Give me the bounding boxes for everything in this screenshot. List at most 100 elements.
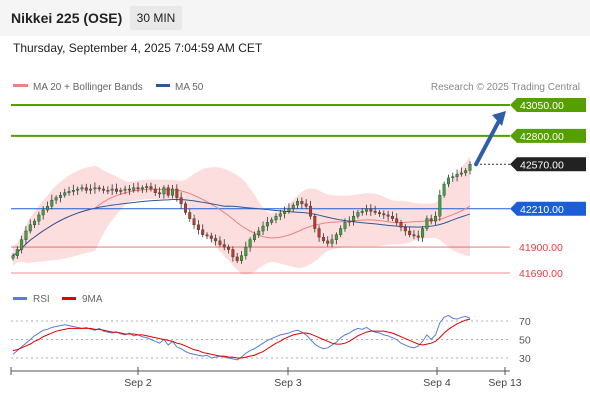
candle [140,185,144,193]
rsi-legend-swatch [13,297,27,300]
candle [395,213,399,226]
candle [403,224,407,236]
candle [179,192,183,209]
candle [455,169,459,182]
candle [416,230,420,242]
candle [434,211,437,226]
level-tags: 43050.00 42800.00 42570.00 42210.00 41900.00… [510,98,586,280]
candle [227,244,231,254]
x-tick-label: Sep 13 [488,377,521,389]
candle [175,184,179,202]
svg-text:42570.00: 42570.00 [520,159,564,171]
candle [347,216,351,227]
svg-text:41900.00: 41900.00 [519,242,563,254]
candle [231,246,235,262]
ma50-legend-label: MA 50 [175,82,204,93]
candle [326,236,330,247]
timeframe-button[interactable]: 30 MIN [130,6,182,30]
candle [421,226,425,242]
candle [429,214,433,225]
x-tick-label: Sep 4 [423,377,451,389]
candle [334,232,338,245]
price-levels [11,104,510,274]
candle [386,210,390,221]
candle [188,209,192,222]
candle [296,198,300,210]
candle [218,236,222,248]
candle [136,182,140,193]
candle [24,226,28,245]
ma50-legend-swatch [156,84,170,87]
candle [464,168,468,177]
candle [252,231,256,243]
rsi-ma-legend-label: 9MA [82,294,103,305]
x-axis: Sep 2 Sep 3 Sep 4 Sep 13 [10,367,522,389]
rsi-legend-label: RSI [33,294,50,305]
svg-text:42800.00: 42800.00 [520,131,564,143]
rsi-level-label: 50 [519,335,531,347]
header-bar: Nikkei 225 (OSE) 30 MIN [0,0,590,36]
candle [425,215,429,231]
candle [192,214,196,229]
candle [382,210,386,219]
bollinger-legend-swatch [13,84,28,87]
candle [304,199,308,209]
candle [291,202,295,212]
candle [257,227,261,238]
candle [76,186,80,195]
level-tag-5: 41690.00 [519,268,563,280]
x-tick-label: Sep 2 [124,377,152,389]
candle [446,174,450,188]
svg-text:41690.00: 41690.00 [519,268,563,280]
candle [300,197,304,209]
candle [153,184,157,196]
candle [93,182,97,194]
ma50-line [12,198,471,257]
svg-text:42210.00: 42210.00 [520,204,564,216]
candle [468,161,472,175]
candle [330,234,334,248]
candle [399,219,403,232]
candle [201,224,205,238]
candle [373,205,377,215]
candle [158,187,162,198]
candle [46,201,49,213]
candle [360,208,364,216]
moving-averages [12,188,471,257]
rsi-ma-legend-swatch [62,297,76,300]
level-tag-0: 43050.00 [510,98,586,112]
candle [283,206,287,219]
instrument-title: Nikkei 225 (OSE) [11,10,123,26]
candle [265,216,269,231]
bollinger-band-area [13,155,470,275]
candle [114,183,118,194]
candle [54,195,58,205]
candle [145,183,149,193]
candle [274,212,278,224]
candle [313,213,317,233]
candle [343,218,347,232]
candle [390,211,394,222]
candle [352,210,356,226]
level-tag-3: 42210.00 [510,201,586,216]
candle [37,211,41,226]
candle [339,225,343,238]
svg-text:43050.00: 43050.00 [520,100,564,112]
rsi-ma-line [12,318,471,359]
rsi-panel: 70 50 30 [11,314,531,365]
candle [235,252,239,264]
rsi-level-label: 30 [519,353,531,365]
datetime-label: Thursday, September 4, 2025 7:04:59 AM C… [13,41,263,55]
rsi-level-label: 70 [519,316,531,328]
candle [365,204,369,216]
candle [20,235,24,254]
candle [214,234,218,246]
bollinger-bands [13,155,470,275]
candle [287,203,291,214]
candle [183,201,187,215]
candle [244,241,248,260]
candle [270,217,274,225]
candle [28,219,32,234]
bollinger-legend-label: MA 20 + Bollinger Bands [33,82,143,93]
